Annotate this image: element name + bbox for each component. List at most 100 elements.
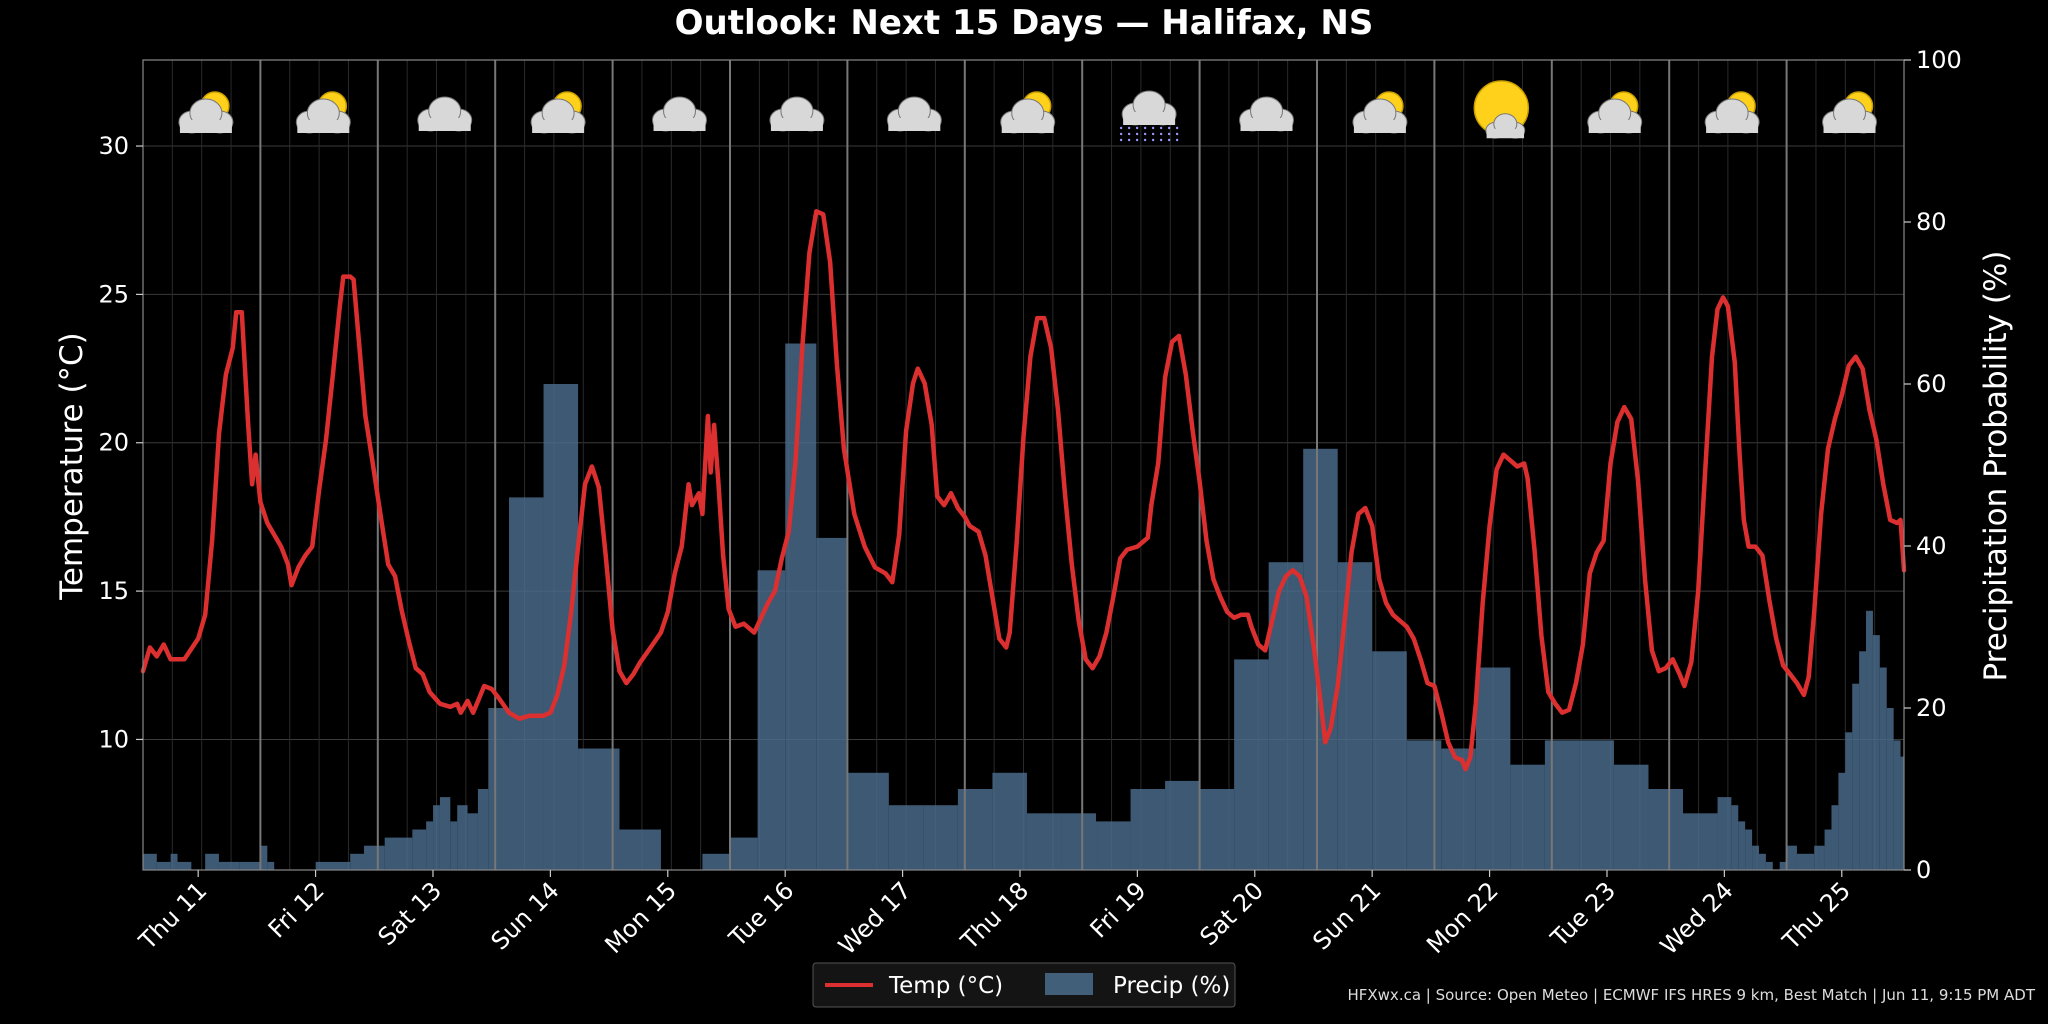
precip-bar: [1745, 829, 1753, 870]
precip-bar: [1165, 780, 1200, 870]
precip-bar: [1752, 845, 1759, 870]
precip-bar: [218, 861, 240, 870]
precip-bar: [1372, 651, 1407, 870]
y-tick-label: 15: [98, 577, 129, 605]
x-tick-label: Sat 20: [1194, 876, 1269, 951]
precip-bar: [1303, 448, 1338, 870]
rain-drop: [1119, 126, 1123, 130]
precip-bar: [1900, 756, 1904, 870]
y2-tick-label: 80: [1916, 208, 1947, 236]
source-footer: HFXwx.ca | Source: Open Meteo | ECMWF IF…: [1347, 986, 2035, 1004]
precip-bar: [1406, 740, 1442, 870]
precip-bar: [1475, 667, 1511, 870]
plot-frame: [142, 59, 1905, 871]
precip-bar: [260, 845, 268, 870]
precip-bar: [1510, 764, 1545, 870]
legend-precip-swatch: [1045, 973, 1093, 995]
precip-bar: [433, 805, 440, 870]
cloud-part: [653, 118, 706, 131]
cloudy-icon: [652, 96, 708, 132]
precip-bar: [992, 772, 1027, 870]
y2-tick-label: 20: [1916, 694, 1947, 722]
rain-icon: [1119, 90, 1179, 142]
precip-bar: [315, 861, 351, 870]
precip-bar: [543, 384, 579, 870]
partly-cloudy-icon: [1822, 91, 1878, 134]
precip-bar: [730, 837, 758, 870]
precip-bar: [1199, 789, 1235, 870]
cloud-part: [1706, 120, 1759, 133]
x-tick-label: Sun 21: [1307, 876, 1386, 955]
y2-tick-label: 40: [1916, 532, 1947, 560]
precip-bar: [1648, 789, 1684, 870]
precip-bar: [509, 497, 544, 870]
rain-drop: [1167, 132, 1171, 136]
precip-bar: [1831, 805, 1839, 870]
partly-cloudy-icon: [295, 91, 351, 134]
rain-drop: [1143, 138, 1147, 142]
rain-drop: [1143, 126, 1147, 130]
precip-bar: [1779, 861, 1787, 870]
precip-bar: [1838, 772, 1846, 870]
precip-bar: [363, 845, 385, 870]
cloud-part: [1588, 120, 1641, 133]
rain-drop: [1151, 126, 1155, 130]
precip-bar: [1758, 853, 1766, 870]
x-tick-label: Tue 23: [1545, 876, 1621, 952]
chart-title: Outlook: Next 15 Days — Halifax, NS: [675, 3, 1374, 43]
x-tick-label: Fri 19: [1085, 876, 1152, 943]
precip-bar: [888, 805, 924, 870]
cloudy-icon: [769, 96, 825, 132]
precip-bar: [1859, 651, 1867, 870]
precip-bar: [957, 789, 993, 870]
precip-bar: [1814, 845, 1825, 870]
precip-bar: [1796, 853, 1815, 870]
precip-bar: [816, 537, 848, 870]
precip-bar: [1579, 740, 1614, 870]
x-tick-label: Mon 15: [599, 876, 682, 959]
rain-drop: [1135, 138, 1139, 142]
x-tick-label: Mon 22: [1421, 876, 1504, 959]
precip-bar: [1613, 764, 1649, 870]
rain-drop: [1127, 138, 1131, 142]
cloud-part: [1240, 118, 1293, 131]
precip-bar: [619, 829, 661, 870]
cloud-part: [1353, 120, 1406, 133]
y-tick-label: 25: [98, 280, 129, 308]
precip-bar: [1845, 732, 1853, 870]
temp-line: [140, 209, 1907, 772]
precip-bar: [1893, 740, 1901, 870]
weather-icons: [178, 80, 1878, 142]
precip-bar: [1683, 813, 1718, 870]
precip-bar: [350, 853, 364, 870]
cloudy-icon: [1239, 96, 1295, 132]
y2-tick-label: 60: [1916, 370, 1947, 398]
partly-cloudy-icon: [1587, 91, 1643, 134]
x-tick-label: Sat 13: [373, 876, 448, 951]
precip-bar: [488, 708, 510, 870]
precip-bar: [1234, 659, 1269, 870]
rain-drop: [1175, 132, 1179, 136]
legend: Temp (°C) Precip (%): [812, 962, 1236, 1008]
precip-bars: [143, 343, 1904, 870]
precip-bar: [1096, 821, 1131, 870]
precip-bar: [1061, 813, 1097, 870]
y2-axis-label: Precipitation Probability (%): [1978, 251, 2014, 682]
precip-bar: [156, 861, 171, 870]
cloud-part: [770, 118, 823, 131]
rain-drop: [1119, 138, 1123, 142]
rain-drop: [1127, 126, 1131, 130]
precip-bar: [439, 797, 451, 870]
cloudy-icon: [886, 96, 942, 132]
rain-drop: [1135, 132, 1139, 136]
partly-cloudy-icon: [1352, 91, 1408, 134]
precip-bar: [143, 853, 157, 870]
x-tick-label: Wed 24: [1655, 876, 1739, 960]
cloud-part: [1823, 120, 1876, 133]
precip-bar: [1824, 829, 1832, 870]
precip-bar: [785, 343, 817, 870]
temp-line-layer: [140, 209, 1907, 772]
rain-drop: [1159, 138, 1163, 142]
precip-bar: [702, 853, 730, 870]
